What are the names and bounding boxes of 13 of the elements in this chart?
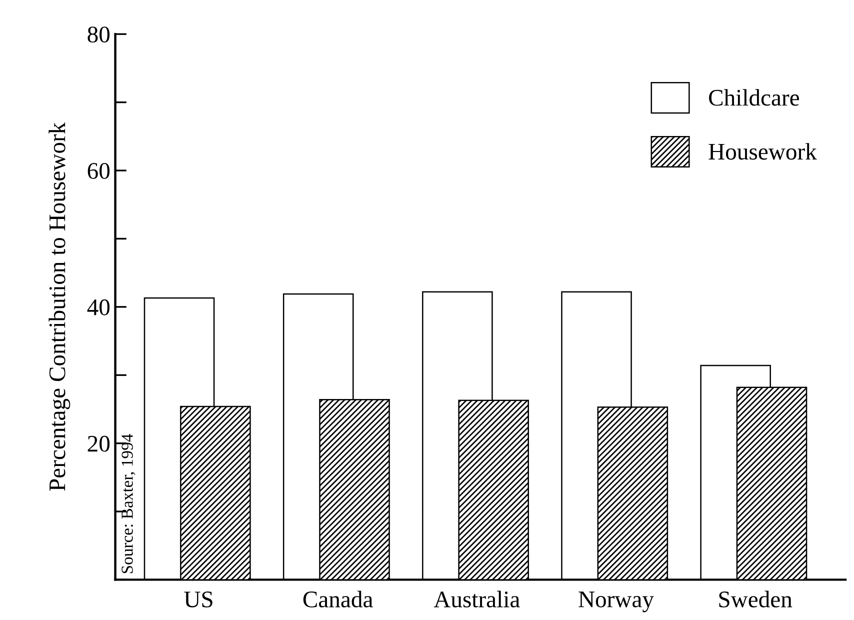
legend-label: Childcare <box>709 89 800 106</box>
x-tick-label: Norway <box>578 592 654 612</box>
annotation: Source: Baxter, 1994 <box>122 434 136 574</box>
y-tick-label: 40 <box>87 299 110 316</box>
x-tick-label: Sweden <box>719 590 792 608</box>
legend-label: Housework <box>708 143 817 160</box>
x-tick-label: Australia <box>434 590 520 608</box>
y-tick-label: 60 <box>88 162 110 179</box>
y-tick-label: 80 <box>88 26 110 43</box>
x-tick-label: US <box>184 592 212 608</box>
y-tick-label: 20 <box>88 436 110 452</box>
y-axis-title: Percentage Contribution to Housework <box>48 122 70 491</box>
x-tick-label: Canada <box>303 590 373 608</box>
